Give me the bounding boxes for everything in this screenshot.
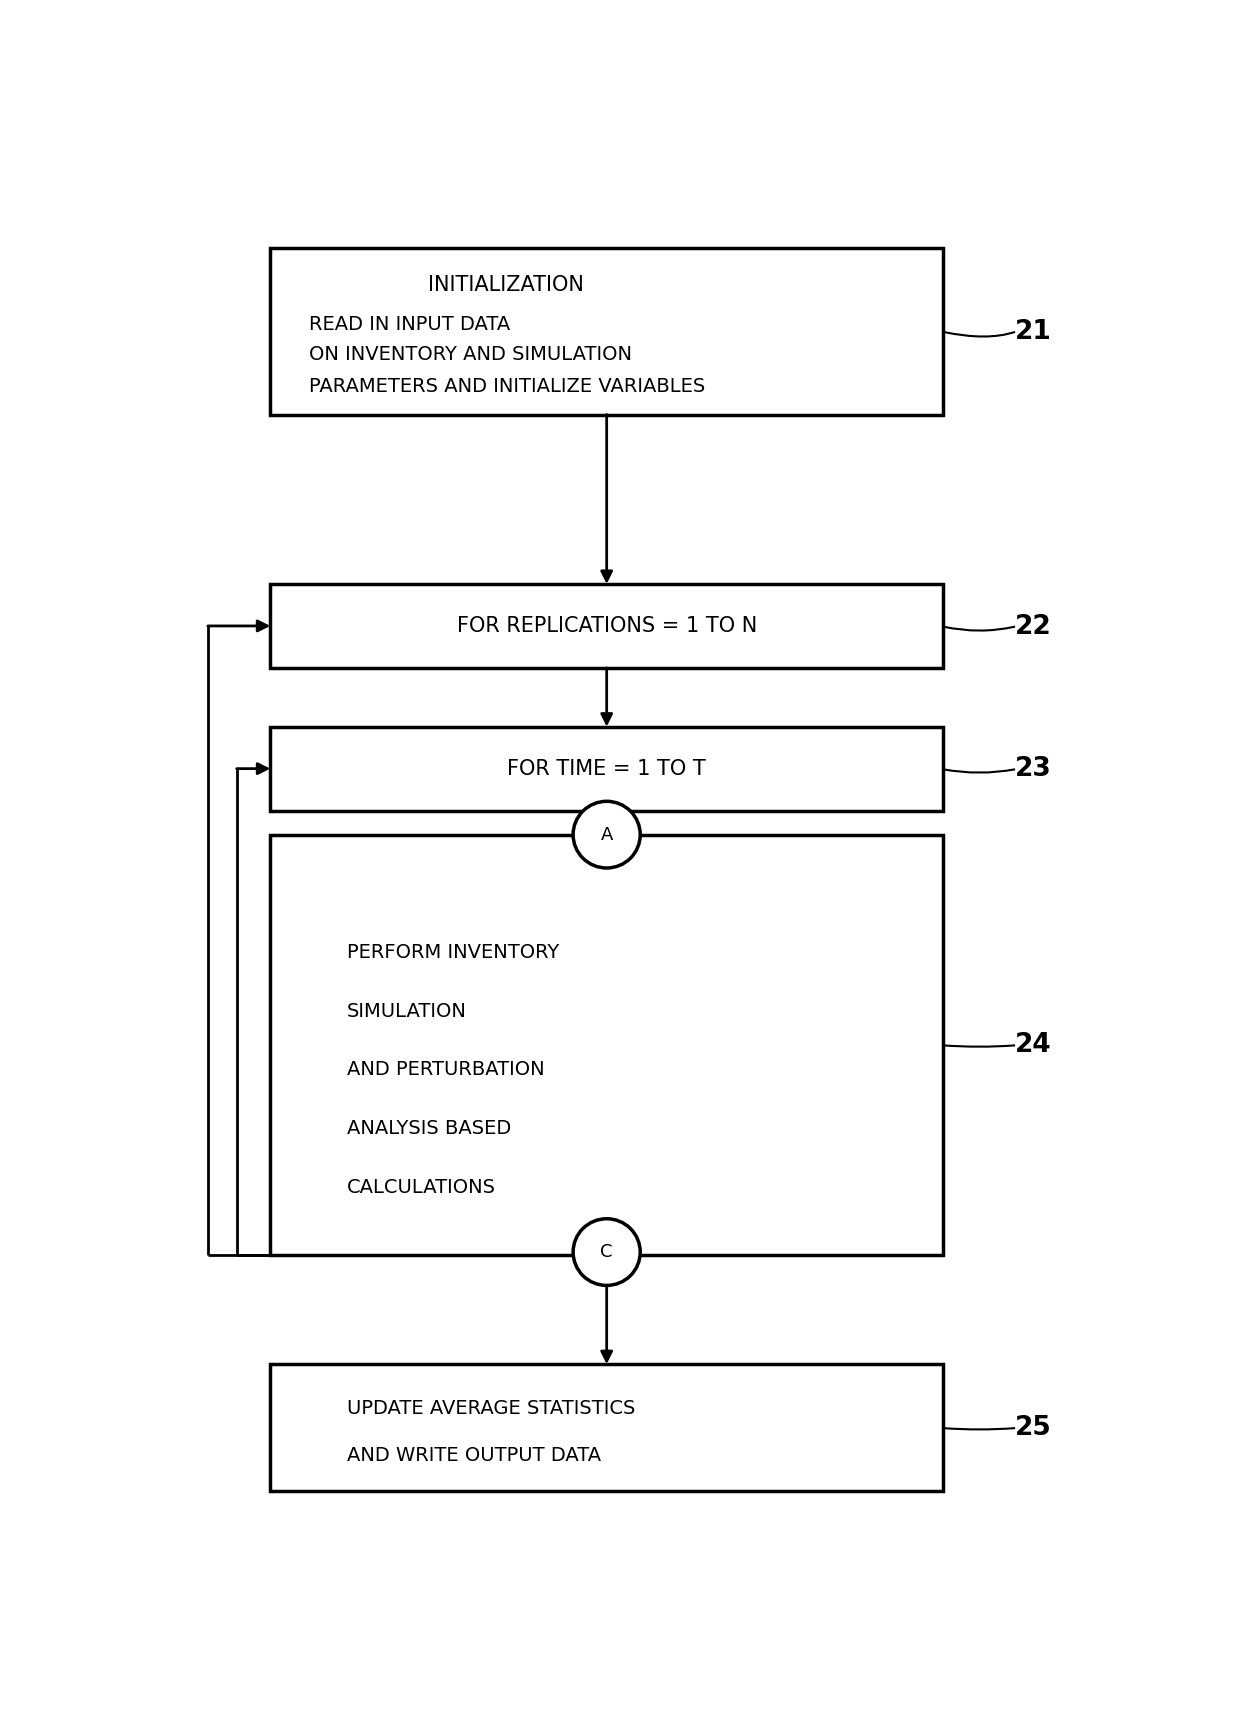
Text: FOR TIME = 1 TO T: FOR TIME = 1 TO T [507,759,706,779]
Text: READ IN INPUT DATA: READ IN INPUT DATA [309,315,510,334]
Text: A: A [600,826,613,843]
Ellipse shape [573,1219,640,1285]
Bar [270,584,942,669]
Text: AND PERTURBATION: AND PERTURBATION [347,1060,544,1079]
Text: 25: 25 [1016,1415,1052,1441]
Bar [270,1365,942,1491]
Text: ON INVENTORY AND SIMULATION: ON INVENTORY AND SIMULATION [309,345,631,364]
Text: 23: 23 [1016,757,1052,783]
Bar [270,727,942,811]
Text: C: C [600,1244,613,1261]
Text: 22: 22 [1016,613,1052,639]
Text: 24: 24 [1016,1032,1052,1058]
Text: SIMULATION: SIMULATION [347,1001,467,1020]
Text: FOR REPLICATIONS = 1 TO N: FOR REPLICATIONS = 1 TO N [456,617,756,636]
Text: INITIALIZATION: INITIALIZATION [428,275,584,294]
Text: CALCULATIONS: CALCULATIONS [347,1178,496,1197]
Text: ANALYSIS BASED: ANALYSIS BASED [347,1119,511,1138]
Text: UPDATE AVERAGE STATISTICS: UPDATE AVERAGE STATISTICS [347,1399,636,1419]
Text: 21: 21 [1016,319,1052,345]
Text: AND WRITE OUTPUT DATA: AND WRITE OUTPUT DATA [347,1446,601,1465]
Bar [270,248,942,414]
Ellipse shape [573,802,640,868]
Text: PARAMETERS AND INITIALIZE VARIABLES: PARAMETERS AND INITIALIZE VARIABLES [309,378,706,395]
Text: PERFORM INVENTORY: PERFORM INVENTORY [347,942,559,961]
Bar [270,835,942,1254]
